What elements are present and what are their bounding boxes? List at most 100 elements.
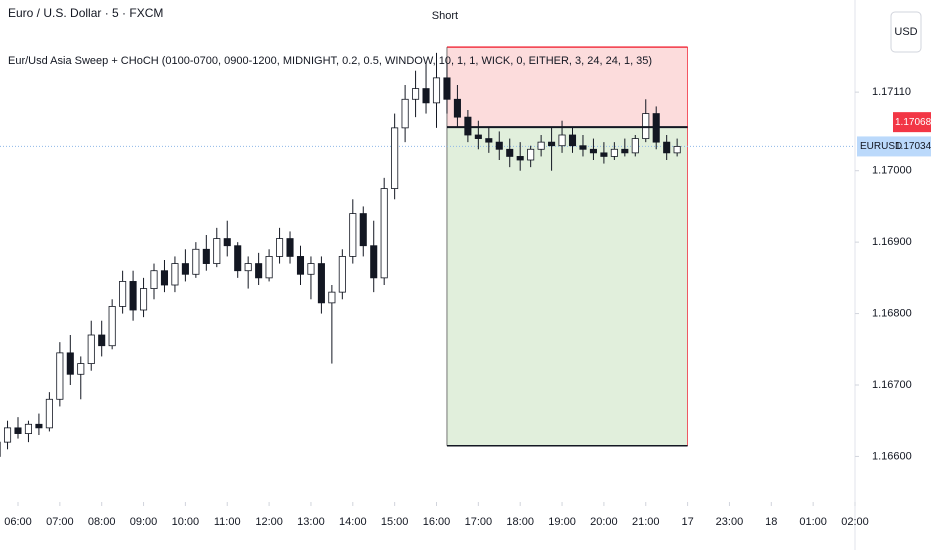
candle-body: [14, 427, 22, 434]
candle-body: [391, 127, 399, 189]
currency-box[interactable]: [890, 11, 922, 53]
x-tick-label: 09:00: [130, 516, 158, 528]
y-tick-label: 1.17110: [872, 86, 911, 98]
candle-body: [558, 134, 566, 147]
x-tick-label: 16:00: [423, 516, 451, 528]
candle-body: [296, 256, 305, 275]
y-tick-label: 1.16700: [872, 379, 912, 391]
candle-body: [380, 188, 388, 279]
x-tick-label: 17:00: [465, 516, 493, 528]
x-tick-label: 11:00: [214, 516, 241, 528]
candle-body: [77, 363, 85, 375]
indicator-legend: Eur/Usd Asia Sweep + CHoCH (0100-0700, 0…: [8, 55, 652, 67]
y-tick-label: 1.16600: [872, 450, 912, 462]
candle-body: [579, 145, 587, 150]
chart-title: Euro / U.S. Dollar · 5 · FXCM: [8, 6, 163, 20]
candle-body: [213, 238, 221, 264]
last-price-tag: [857, 136, 931, 157]
candle-body: [171, 263, 179, 286]
candle-body: [202, 248, 210, 264]
candle-body: [192, 248, 200, 275]
last-price-name: EURUSD: [860, 141, 902, 152]
x-tick-label: 12:00: [255, 516, 283, 528]
candle-body: [328, 291, 336, 304]
x-tick-label: 08:00: [88, 516, 116, 528]
candle-body: [589, 148, 597, 154]
x-tick-label: 13:00: [297, 516, 325, 528]
candle-body: [474, 134, 482, 139]
candle-body: [35, 423, 43, 429]
candle-body: [66, 352, 74, 375]
marker-price-label: 1.17068: [895, 117, 932, 128]
candle-body: [370, 245, 378, 279]
candle-body: [140, 288, 148, 311]
candle-body: [464, 116, 472, 136]
candle-body: [119, 281, 127, 307]
x-tick-label: 02:00: [841, 516, 869, 528]
x-tick-label: 17: [681, 516, 693, 528]
y-tick-label: 1.16800: [872, 307, 912, 319]
candle-body: [568, 134, 577, 147]
x-tick-label: 18:00: [506, 516, 534, 528]
candle-body: [506, 148, 514, 157]
candle-body: [516, 156, 524, 161]
y-tick-label: 1.17000: [872, 165, 912, 177]
x-tick-label: 06:00: [4, 516, 32, 528]
marker-price-tag: [893, 112, 931, 133]
candle-body: [422, 88, 430, 104]
candle-body: [495, 141, 503, 150]
candle-body: [276, 238, 284, 257]
candle-body: [673, 146, 681, 154]
currency: USD: [894, 26, 917, 38]
candle-body: [537, 141, 545, 150]
candle-body: [234, 245, 242, 272]
x-tick-label: 18: [765, 516, 777, 528]
candle-body: [527, 148, 535, 161]
candle-body: [663, 141, 671, 154]
candle-body: [45, 398, 53, 429]
target-zone: [446, 127, 688, 446]
candle-body: [129, 281, 137, 311]
candle-body: [255, 263, 263, 279]
candle-body: [317, 263, 325, 304]
candle-body: [610, 148, 618, 157]
candle-body: [453, 98, 461, 118]
candle-body: [3, 427, 12, 443]
candle-body: [108, 306, 116, 347]
candle-body: [432, 77, 441, 104]
x-tick-label: 14:00: [339, 516, 367, 528]
x-tick-label: 01:00: [799, 516, 827, 528]
x-tick-label: 23:00: [716, 516, 744, 528]
candle-body: [87, 334, 95, 364]
y-tick-label: 1.16900: [872, 236, 912, 248]
last-price-label: 1.17034: [895, 141, 932, 152]
candle-body: [244, 263, 252, 272]
candle-body: [150, 270, 158, 289]
position-label: Short: [432, 10, 458, 22]
candle-body: [24, 423, 32, 434]
candle-body: [412, 88, 420, 100]
x-tick-label: 15:00: [381, 516, 409, 528]
candle-body: [621, 148, 629, 154]
x-tick-label: 19:00: [548, 516, 576, 528]
candle-body: [181, 263, 189, 275]
candle-body: [338, 256, 346, 293]
candle-body: [98, 334, 106, 347]
candle-body: [631, 138, 639, 154]
candle-body: [443, 77, 451, 100]
candle-body: [349, 213, 357, 257]
candle-body: [307, 263, 315, 275]
candle-body: [160, 270, 169, 286]
candle-body: [401, 98, 409, 129]
x-tick-label: 10:00: [172, 516, 200, 528]
candle-body: [548, 141, 556, 147]
x-tick-label: 21:00: [632, 516, 660, 528]
x-tick-label: 07:00: [46, 516, 74, 528]
candle-body: [265, 256, 273, 279]
candle-body: [359, 213, 367, 247]
candle-body: [286, 238, 294, 257]
candle-body: [485, 138, 493, 143]
x-tick-label: 20:00: [590, 516, 618, 528]
